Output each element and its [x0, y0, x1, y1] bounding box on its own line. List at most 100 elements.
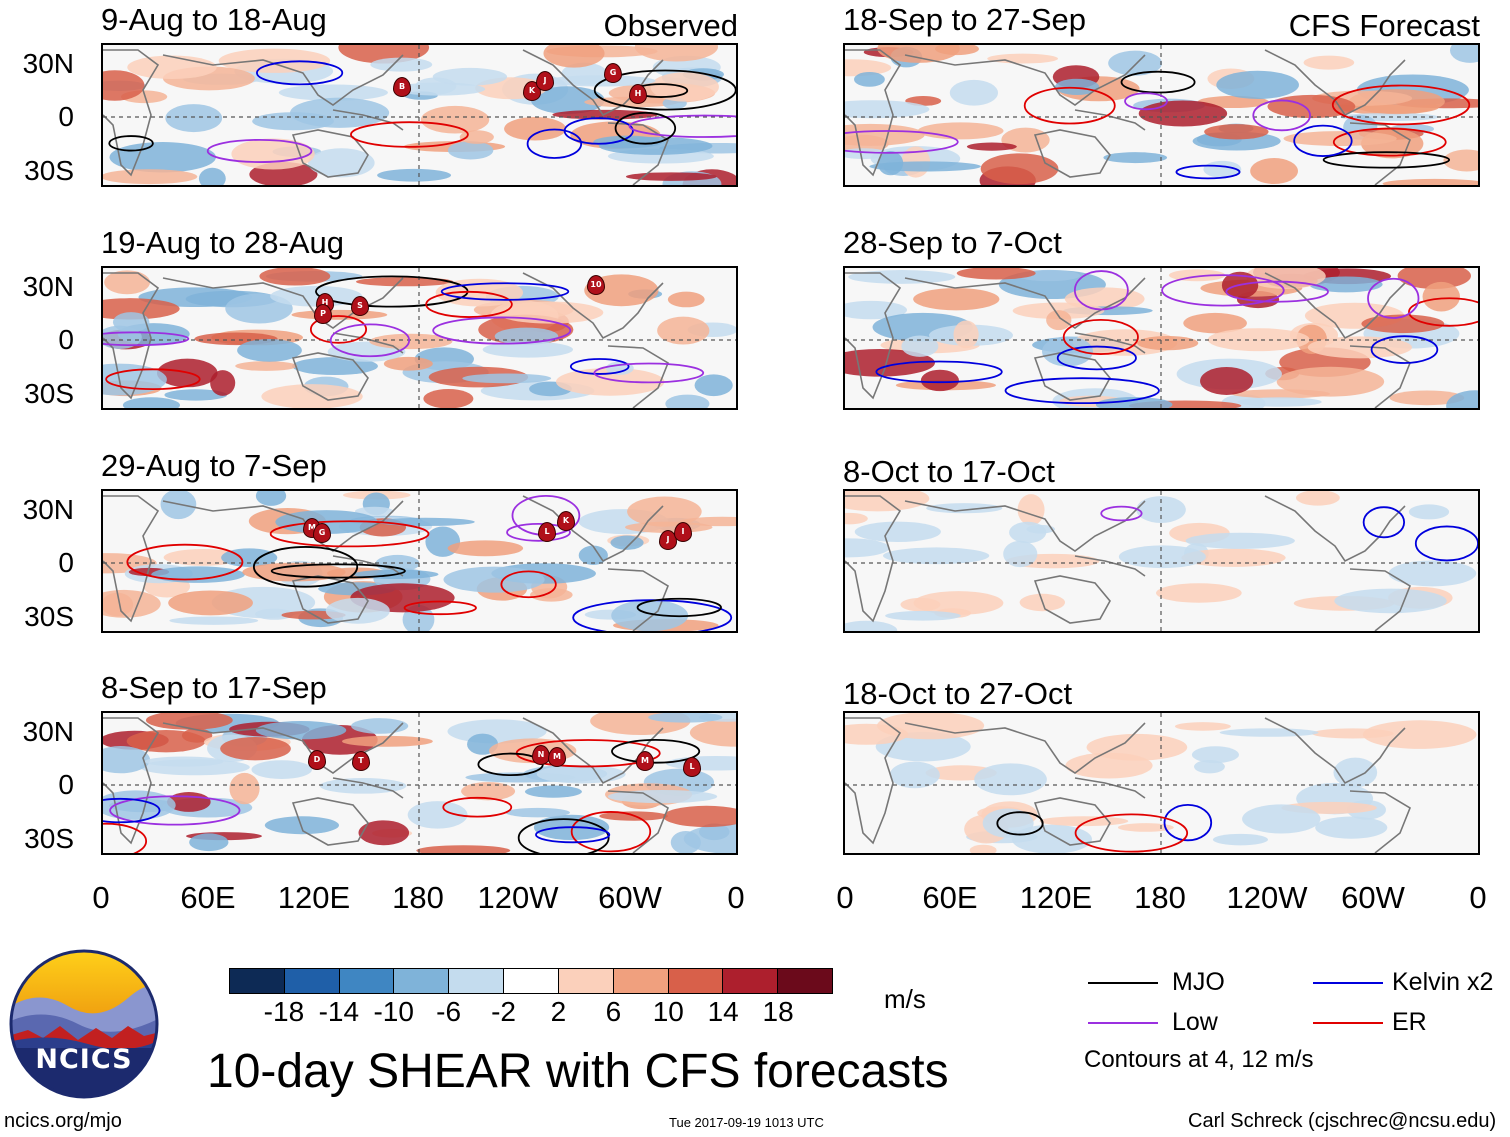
- map-panel-fcst-1: [843, 43, 1480, 187]
- wave-contour: [875, 360, 1003, 384]
- tropical-cyclone-marker: P: [314, 304, 332, 324]
- shear-anomaly-patch: [1017, 494, 1045, 526]
- shear-anomaly-patch: [611, 599, 689, 631]
- shear-anomaly-patch: [308, 148, 375, 178]
- wave-contour: [1074, 813, 1189, 853]
- colorbar-label: 14: [707, 996, 739, 1027]
- shear-anomaly-patch: [854, 71, 885, 87]
- shear-anomaly-patch: [901, 335, 939, 357]
- shear-anomaly-patch: [845, 512, 868, 525]
- wave-contour: [1252, 99, 1311, 132]
- colorbar-cell: [723, 969, 779, 993]
- tropical-cyclone-marker: D: [308, 750, 326, 770]
- tropical-cyclone-marker: T: [352, 751, 370, 771]
- colorbar-cell: [778, 969, 832, 993]
- shear-anomaly-patch: [144, 756, 224, 767]
- shear-anomaly-patch: [987, 53, 1058, 64]
- shear-anomaly-patch: [913, 591, 1004, 615]
- coastline-maritime-continent: [332, 332, 404, 354]
- ylabel-30n: 30N: [22, 48, 74, 79]
- ylabel-30s: 30S: [24, 378, 74, 409]
- shear-anomaly-patch: [1185, 532, 1295, 549]
- wave-contour: [1331, 84, 1471, 126]
- shear-anomaly-patch: [255, 721, 347, 740]
- shear-anomaly-patch: [648, 713, 723, 723]
- wave-contour: [1332, 127, 1447, 157]
- shear-anomaly-patch: [169, 616, 259, 625]
- shear-anomaly-patch: [278, 84, 388, 101]
- shear-anomaly-patch: [103, 325, 142, 349]
- xlabel-60e: 60E: [922, 880, 978, 915]
- shear-anomaly-patch: [160, 491, 197, 520]
- shear-anomaly-patch: [1207, 328, 1310, 352]
- wave-contour: [103, 822, 148, 853]
- coastline-maritime-continent: [1074, 777, 1146, 799]
- shear-anomaly-patch: [1388, 560, 1477, 587]
- shear-anomaly-patch: [845, 123, 925, 146]
- shear-anomaly-patch: [1174, 722, 1231, 731]
- shear-anomaly-patch: [462, 373, 552, 384]
- wave-contour: [593, 69, 736, 111]
- shear-anomaly-patch: [1204, 124, 1269, 140]
- xlabel-60w: 60W: [1341, 880, 1405, 915]
- ncics-logo: NCICS: [8, 948, 160, 1100]
- shear-anomaly-patch: [1054, 78, 1100, 95]
- shear-anomaly-patch: [235, 361, 298, 371]
- tropical-cyclone-marker: I: [674, 522, 692, 542]
- shear-anomaly-patch: [1283, 131, 1397, 147]
- shear-anomaly-patch: [342, 735, 433, 747]
- shear-anomaly-patch: [1216, 70, 1299, 99]
- wave-contour: [526, 128, 583, 159]
- shear-anomaly-patch: [1389, 390, 1465, 406]
- colorbar-label: 18: [762, 996, 794, 1027]
- wave-contour: [1225, 280, 1329, 303]
- shear-anomaly-patch: [291, 309, 388, 320]
- tropical-cyclone-marker: G: [604, 63, 622, 83]
- xlabel-120e: 120E: [1019, 880, 1093, 915]
- shear-anomaly-patch: [504, 116, 567, 141]
- shear-anomaly-patch: [229, 772, 260, 805]
- wave-contour: [309, 315, 368, 344]
- tropical-cyclone-marker: J: [536, 71, 554, 91]
- xlabel-120w: 120W: [1226, 880, 1308, 915]
- shear-anomaly-patch: [496, 301, 604, 324]
- ylabel-eq: 0: [58, 324, 74, 355]
- shear-anomaly-patch: [536, 765, 626, 784]
- shear-anomaly-patch: [376, 517, 475, 527]
- shear-anomaly-patch: [377, 168, 452, 182]
- shear-anomaly-patch: [1011, 824, 1092, 853]
- xlabel-180: 180: [1134, 880, 1186, 915]
- shear-anomaly-patch: [218, 48, 331, 73]
- shear-anomaly-patch: [1397, 268, 1471, 289]
- xlabel-0: 0: [1469, 880, 1487, 915]
- wave-contour: [996, 811, 1044, 836]
- wave-contour: [126, 543, 244, 581]
- shear-anomaly-patch: [145, 713, 233, 730]
- wave-contour: [269, 520, 430, 548]
- shear-anomaly-patch: [657, 316, 710, 345]
- coastline-maritime-continent: [332, 777, 404, 799]
- coastline-africa: [103, 49, 160, 177]
- map-panel-fcst-4: [843, 711, 1480, 855]
- shear-anomaly-patch: [683, 824, 736, 853]
- shear-anomaly-patch: [845, 59, 892, 77]
- shear-anomaly-patch: [1103, 152, 1168, 164]
- wave-contour: [1175, 164, 1241, 180]
- coastline-australia: [1033, 352, 1111, 401]
- coastline-north-america: [1264, 495, 1406, 563]
- shear-anomaly-patch: [543, 45, 605, 68]
- shear-anomaly-patch: [689, 718, 736, 747]
- xlabel-180: 180: [392, 880, 444, 915]
- map-panel-obs-1: [101, 43, 738, 187]
- shear-anomaly-patch: [109, 142, 216, 173]
- ylabel-eq: 0: [58, 547, 74, 578]
- map-panel-fcst-3: [843, 489, 1480, 633]
- colorbar-label: -14: [318, 996, 360, 1027]
- shear-anomaly-patch: [956, 268, 1036, 280]
- coastline-north-america: [1264, 717, 1406, 785]
- wave-contour: [570, 811, 652, 853]
- wave-contour: [329, 323, 411, 358]
- coastline-australia: [291, 797, 369, 846]
- shear-anomaly-patch: [164, 389, 228, 401]
- legend-label-er: ER: [1392, 1008, 1427, 1036]
